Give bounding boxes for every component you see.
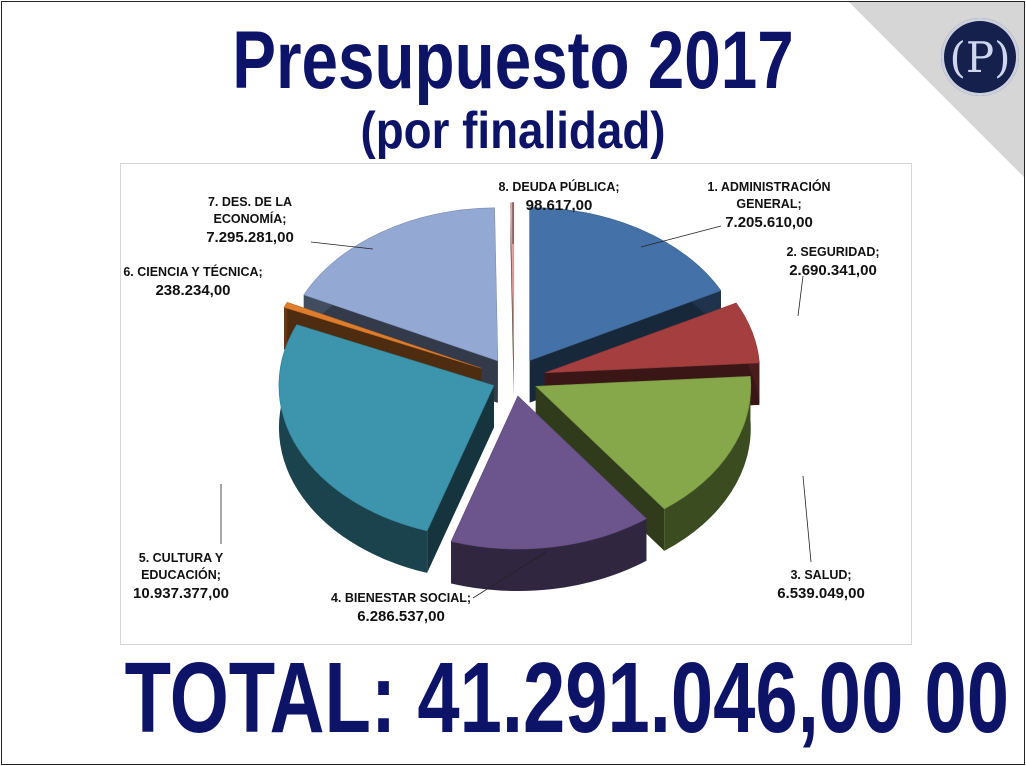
- pie-chart-area: 1. ADMINISTRACIÓN GENERAL; 7.205.610,00 2. …: [120, 163, 912, 645]
- leader-line-3: [802, 475, 812, 563]
- data-label-4-name: 4. BIENESTAR SOCIAL;: [331, 591, 471, 605]
- data-label-5: 5. CULTURA Y EDUCACIÓN; 10.937.377,00: [133, 551, 229, 602]
- data-label-3-name: 3. SALUD;: [790, 568, 851, 582]
- data-label-2-value: 2.690.341,00: [789, 262, 877, 279]
- pie-slice-4-rim: [451, 518, 647, 592]
- leader-line-1: [640, 225, 722, 248]
- data-label-6-value: 238.234,00: [155, 282, 230, 299]
- pie-slice-3-rim: [664, 376, 751, 551]
- data-label-8-name: 8. DEUDA PÚBLICA;: [498, 179, 619, 194]
- pie-slice-1-top: [529, 207, 722, 361]
- data-label-1-name: 1. ADMINISTRACIÓN: [707, 179, 830, 194]
- pie-slice-6-top: [283, 301, 482, 369]
- data-label-5-name: 5. CULTURA Y: [139, 551, 224, 565]
- logo-letter: (P): [949, 32, 1011, 82]
- data-label-6-name: 6. CIENCIA Y TÉCNICA;: [123, 264, 262, 279]
- data-label-7-name: 7. DES. DE LA: [208, 195, 292, 209]
- data-label-3-value: 6.539.049,00: [777, 585, 865, 602]
- data-label-6: 6. CIENCIA Y TÉCNICA; 238.234,00: [123, 264, 262, 299]
- pie-slice-5-wall-1: [427, 385, 494, 573]
- data-label-2-name: 2. SEGURIDAD;: [786, 245, 879, 259]
- pie-slice-5-top: [278, 324, 495, 532]
- data-label-7: 7. DES. DE LA ECONOMÍA; 7.295.281,00: [206, 195, 294, 246]
- data-label-4: 4. BIENESTAR SOCIAL; 6.286.537,00: [331, 591, 471, 625]
- data-label-2: 2. SEGURIDAD; 2.690.341,00: [786, 245, 879, 279]
- pie-slice-7-top: [303, 207, 499, 362]
- logo-p-badge: (P): [941, 18, 1019, 96]
- page-subtitle: (por finalidad): [360, 102, 666, 160]
- pie-slice-3-top: [535, 376, 752, 510]
- data-label-1-value: 7.205.610,00: [725, 214, 813, 231]
- data-label-7-value: 7.295.281,00: [206, 229, 294, 246]
- data-label-8: 8. DEUDA PÚBLICA; 98.617,00: [498, 179, 619, 214]
- pie-slice-4: [450, 395, 647, 592]
- data-label-5-value: 10.937.377,00: [133, 585, 229, 602]
- data-label-8-value: 98.617,00: [526, 197, 593, 214]
- leader-line-4: [472, 551, 547, 599]
- data-label-1: 1. ADMINISTRACIÓN GENERAL; 7.205.610,00: [707, 179, 830, 231]
- page-title: Presupuesto 2017: [232, 15, 794, 106]
- pie-slice-4-top: [450, 395, 647, 550]
- leader-line-2: [797, 275, 804, 317]
- pie-chart: 1. ADMINISTRACIÓN GENERAL; 7.205.610,00 2. …: [123, 179, 879, 625]
- data-label-1-name: GENERAL;: [736, 197, 801, 211]
- data-label-7-name: ECONOMÍA;: [214, 211, 287, 226]
- pie-slice-2-top: [544, 302, 760, 374]
- data-label-3: 3. SALUD; 6.539.049,00: [777, 568, 865, 602]
- pie-slice-5: [278, 324, 495, 573]
- total-amount: TOTAL: 41.291.046,00 00: [124, 642, 1009, 754]
- data-label-4-value: 6.286.537,00: [357, 608, 445, 625]
- pie-slice-5-rim: [278, 324, 428, 573]
- pie-slice-6-rim: [284, 302, 288, 350]
- data-label-5-name: EDUCACIÓN;: [141, 567, 221, 582]
- leader-line-7: [310, 241, 374, 250]
